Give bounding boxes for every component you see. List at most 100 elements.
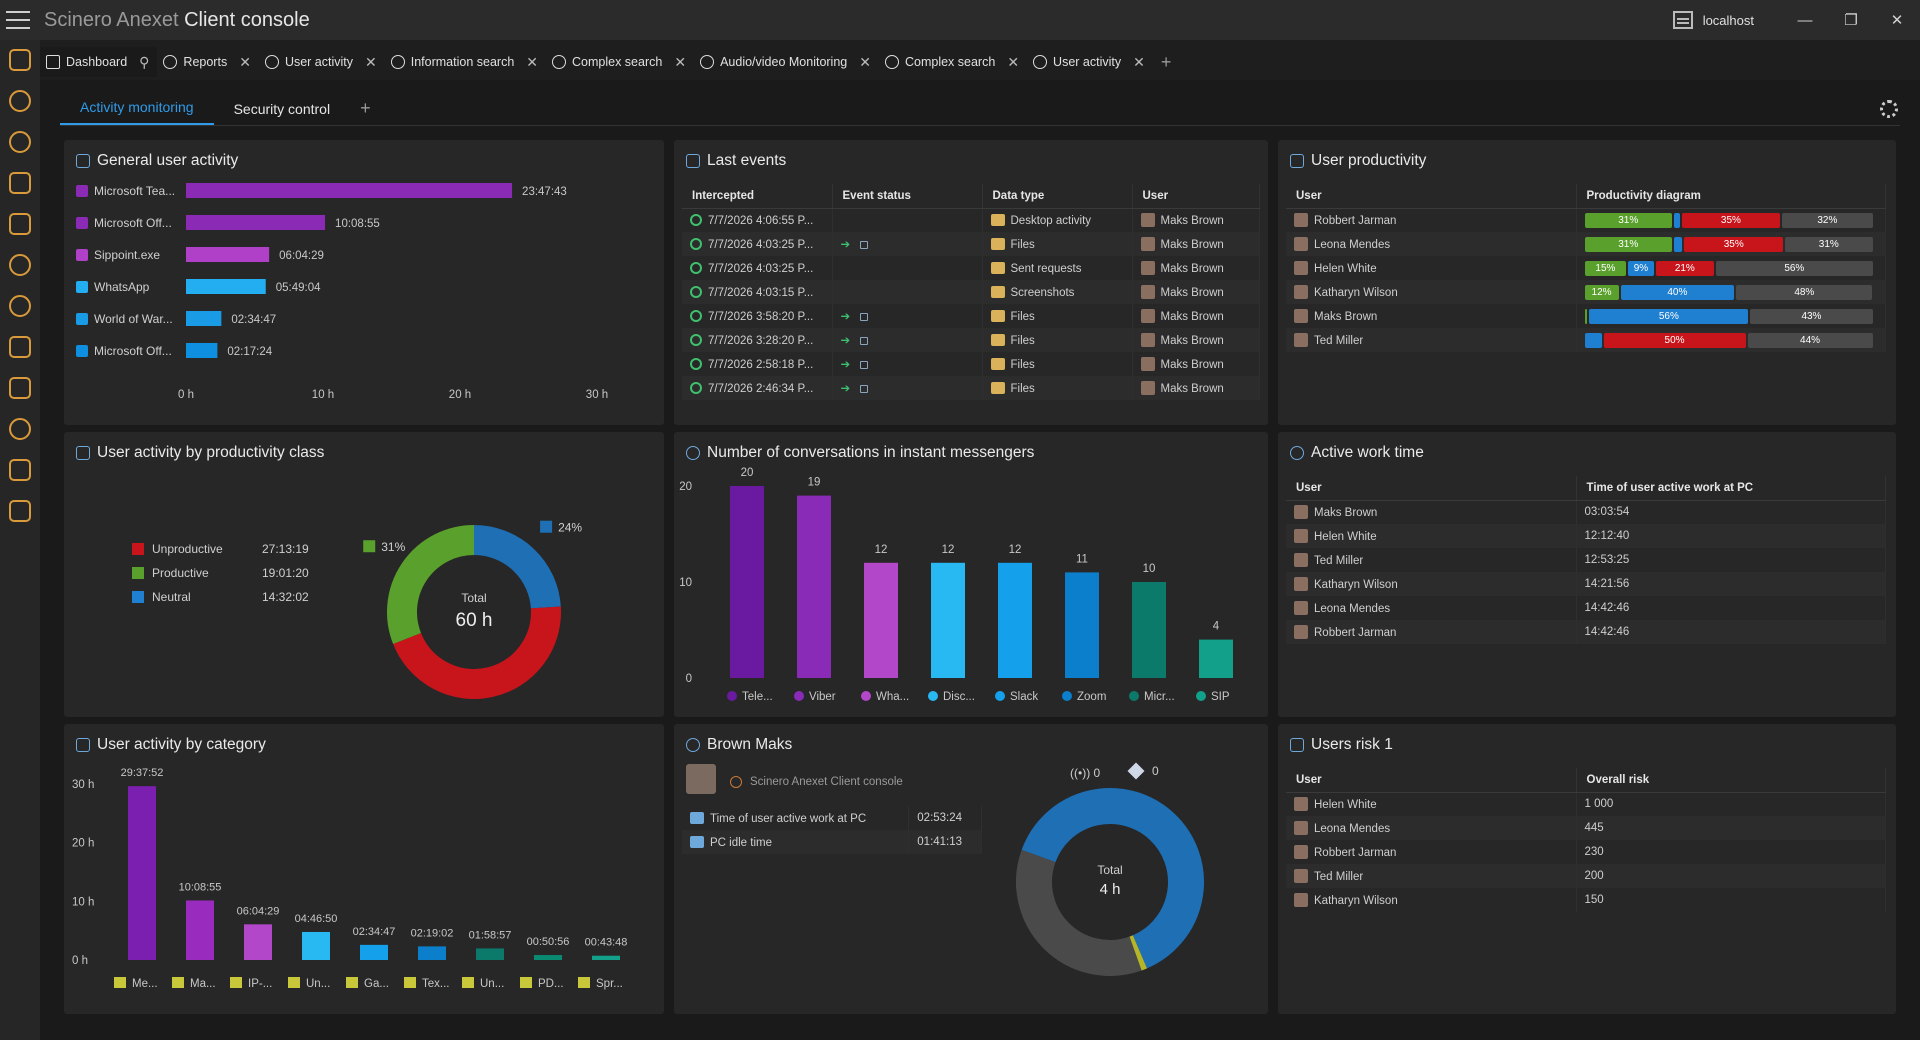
table-row[interactable]: 7/7/2026 4:03:25 P... Sent requests Maks B…	[682, 256, 1260, 280]
table-row[interactable]: Leona Mendes 445	[1286, 816, 1886, 840]
cell-data-type[interactable]: Files	[982, 304, 1133, 328]
cell-user[interactable]: Maks Brown	[1132, 376, 1260, 400]
cell-data-type[interactable]: Files	[982, 352, 1133, 376]
cell-label[interactable]: PC idle time	[682, 830, 910, 854]
cell-value[interactable]: 02:53:24	[908, 806, 982, 830]
restore-button[interactable]: ❐	[1844, 12, 1858, 29]
cell-user[interactable]: Maks Brown	[1132, 304, 1260, 328]
cell-status[interactable]: ➔	[832, 232, 983, 256]
cell-intercepted[interactable]: 7/7/2026 2:46:34 P...	[682, 376, 833, 400]
cell-overall-risk[interactable]: 200	[1576, 864, 1886, 888]
legend-item[interactable]: Productive 19:01:20	[132, 566, 309, 580]
cell-status[interactable]	[832, 280, 983, 304]
tab-user-activity[interactable]: User activity ✕	[259, 47, 385, 77]
cell-user[interactable]: Katharyn Wilson	[1286, 280, 1577, 304]
cell-overall-risk[interactable]: 445	[1576, 816, 1886, 840]
cell-user[interactable]: Ted Miller	[1286, 548, 1577, 572]
subtab-activity-monitoring[interactable]: Activity monitoring	[60, 99, 214, 125]
dashboard-icon[interactable]	[9, 49, 31, 71]
cell-status[interactable]: ➔	[832, 352, 983, 376]
cell-user[interactable]: Maks Brown	[1286, 304, 1577, 328]
cell-productivity-diagram[interactable]: 31% 35% 32%	[1576, 208, 1886, 232]
cell-user[interactable]: Robbert Jarman	[1286, 620, 1577, 644]
cell-status[interactable]: ➔	[832, 304, 983, 328]
cell-intercepted[interactable]: 7/7/2026 3:58:20 P...	[682, 304, 833, 328]
cell-user[interactable]: Robbert Jarman	[1286, 840, 1577, 864]
close-tab-icon[interactable]: ✕	[365, 53, 377, 70]
reports-icon[interactable]	[9, 254, 31, 276]
table-row[interactable]: Leona Mendes 14:42:46	[1286, 596, 1886, 620]
tab-complex-search[interactable]: Complex search ✕	[546, 47, 694, 77]
col-event-status[interactable]: Event status	[832, 184, 983, 209]
cell-user[interactable]: Maks Brown	[1132, 352, 1260, 376]
cell-productivity-diagram[interactable]: 31% 35% 31%	[1576, 232, 1886, 256]
cell-user[interactable]: Leona Mendes	[1286, 816, 1577, 840]
cell-intercepted[interactable]: 7/7/2026 4:03:25 P...	[682, 232, 833, 256]
close-tab-icon[interactable]: ✕	[1007, 53, 1020, 70]
cell-user[interactable]: Helen White	[1286, 256, 1577, 280]
table-row[interactable]: 7/7/2026 3:58:20 P... ➔ Files Maks Brown	[682, 304, 1260, 328]
monitoring-eye-icon[interactable]	[9, 418, 31, 440]
add-subtab-icon[interactable]: +	[360, 98, 371, 118]
cell-user[interactable]: Maks Brown	[1132, 280, 1260, 304]
table-row[interactable]: Ted Miller 12:53:25	[1286, 548, 1886, 572]
cell-data-type[interactable]: Sent requests	[982, 256, 1133, 280]
screenshots-icon[interactable]	[9, 172, 31, 194]
search-icon[interactable]	[9, 90, 31, 112]
cell-user[interactable]: Maks Brown	[1132, 232, 1260, 256]
cell-active-time[interactable]: 12:53:25	[1576, 548, 1886, 572]
table-row[interactable]: 7/7/2026 2:46:34 P... ➔ Files Maks Brown	[682, 376, 1260, 400]
cell-user[interactable]: Leona Mendes	[1286, 232, 1577, 256]
cell-overall-risk[interactable]: 150	[1576, 888, 1886, 912]
cell-active-time[interactable]: 12:12:40	[1576, 524, 1886, 548]
cell-intercepted[interactable]: 7/7/2026 4:03:25 P...	[682, 256, 833, 280]
cell-active-time[interactable]: 14:42:46	[1576, 596, 1886, 620]
col-user[interactable]: User	[1132, 184, 1260, 209]
cell-user[interactable]: Maks Brown	[1132, 208, 1260, 232]
cell-user[interactable]: Katharyn Wilson	[1286, 572, 1577, 596]
table-row[interactable]: Katharyn Wilson 14:21:56	[1286, 572, 1886, 596]
close-tab-icon[interactable]: ✕	[239, 53, 251, 70]
cell-value[interactable]: 01:41:13	[908, 830, 982, 854]
table-row[interactable]: 7/7/2026 3:28:20 P... ➔ Files Maks Brown	[682, 328, 1260, 352]
legend-item[interactable]: Unproductive 27:13:19	[132, 542, 309, 556]
table-row[interactable]: 7/7/2026 2:58:18 P... ➔ Files Maks Brown	[682, 352, 1260, 376]
tab-information-search[interactable]: Information search ✕	[385, 47, 546, 77]
table-row[interactable]: Ted Miller 50% 44%	[1286, 328, 1886, 352]
cell-user[interactable]: Katharyn Wilson	[1286, 888, 1577, 912]
col-user[interactable]: User	[1286, 768, 1577, 793]
gear-icon[interactable]	[1880, 100, 1898, 118]
table-row[interactable]: 7/7/2026 4:03:25 P... ➔ Files Maks Brown	[682, 232, 1260, 256]
server-label[interactable]: localhost	[1702, 12, 1754, 28]
col-user[interactable]: User	[1286, 476, 1577, 501]
cell-data-type[interactable]: Desktop activity	[982, 208, 1133, 232]
cell-user[interactable]: Helen White	[1286, 792, 1577, 816]
cell-active-time[interactable]: 03:03:54	[1576, 500, 1886, 524]
cell-status[interactable]: ➔	[832, 376, 983, 400]
cell-status[interactable]	[832, 256, 983, 280]
cell-productivity-diagram[interactable]: 56% 43%	[1576, 304, 1886, 328]
cell-intercepted[interactable]: 7/7/2026 2:58:18 P...	[682, 352, 833, 376]
cell-overall-risk[interactable]: 230	[1576, 840, 1886, 864]
table-row[interactable]: Leona Mendes 31% 35% 31%	[1286, 232, 1886, 256]
policies-icon[interactable]	[9, 459, 31, 481]
pin-icon[interactable]: ⚲	[139, 53, 150, 70]
cell-intercepted[interactable]: 7/7/2026 4:03:15 P...	[682, 280, 833, 304]
col-intercepted[interactable]: Intercepted	[682, 184, 833, 209]
add-tab-icon[interactable]: +	[1160, 51, 1172, 72]
tab-dashboard[interactable]: Dashboard ⚲	[40, 47, 158, 77]
table-row[interactable]: Robbert Jarman 31% 35% 32%	[1286, 208, 1886, 232]
user-activity-icon[interactable]	[9, 213, 31, 235]
cell-productivity-diagram[interactable]: 15% 9% 21% 56%	[1576, 256, 1886, 280]
tab-user-activity-2[interactable]: User activity ✕	[1027, 47, 1153, 77]
cell-active-time[interactable]: 14:42:46	[1576, 620, 1886, 644]
cell-status[interactable]	[832, 208, 983, 232]
cell-active-time[interactable]: 14:21:56	[1576, 572, 1886, 596]
table-row[interactable]: Helen White 15% 9% 21% 56%	[1286, 256, 1886, 280]
col-user[interactable]: User	[1286, 184, 1577, 209]
table-row[interactable]: Ted Miller 200	[1286, 864, 1886, 888]
cell-data-type[interactable]: Files	[982, 328, 1133, 352]
close-tab-icon[interactable]: ✕	[526, 53, 539, 70]
cell-data-type[interactable]: Files	[982, 376, 1133, 400]
cell-user[interactable]: Ted Miller	[1286, 864, 1577, 888]
